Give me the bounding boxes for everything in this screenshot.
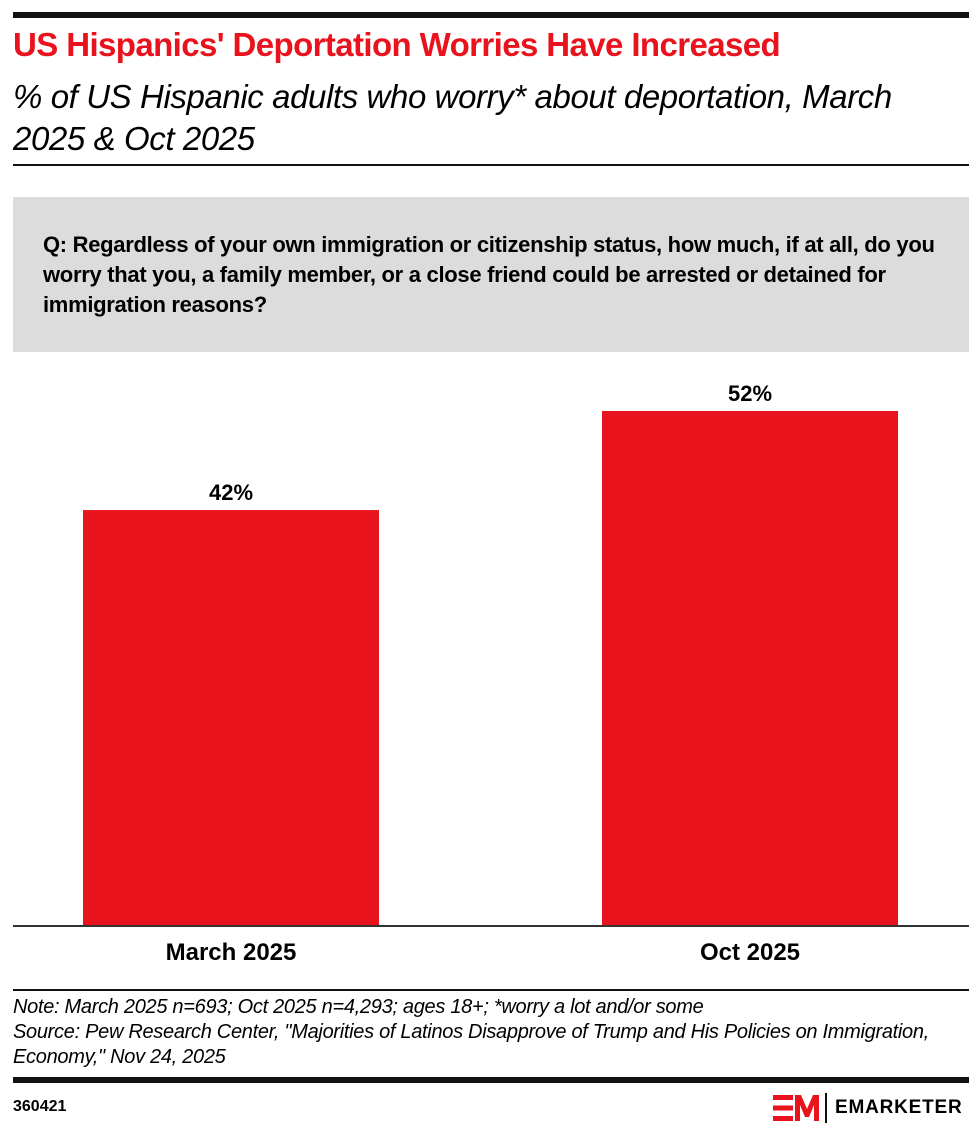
question-box: Q: Regardless of your own immigration or…: [13, 197, 969, 352]
footnote: Note: March 2025 n=693; Oct 2025 n=4,293…: [13, 995, 963, 1070]
data-label: 42%: [209, 480, 253, 505]
bar-oct-2025: [602, 411, 898, 926]
top-rule: [13, 12, 969, 18]
source-text: Source: Pew Research Center, "Majorities…: [13, 1021, 929, 1068]
x-tick-label: March 2025: [166, 939, 297, 966]
footer-divider: [13, 989, 969, 991]
title-divider: [13, 164, 969, 166]
logo-separator: [825, 1093, 827, 1123]
chart-id: 360421: [13, 1098, 67, 1115]
note-text: Note: March 2025 n=693; Oct 2025 n=4,293…: [13, 996, 704, 1018]
x-tick-label: Oct 2025: [700, 939, 800, 966]
bar-chart: 42% March 2025 52% Oct 2025: [13, 381, 969, 966]
chart-subtitle: % of US Hispanic adults who worry* about…: [13, 78, 892, 157]
emarketer-logo[interactable]: EMARKETER: [773, 1093, 963, 1123]
question-text: Q: Regardless of your own immigration or…: [43, 232, 935, 317]
bottom-rule: [13, 1077, 969, 1083]
data-label: 52%: [728, 381, 772, 406]
bar-march-2025: [83, 510, 379, 926]
em-logo-icon: [773, 1095, 819, 1121]
chart-title: US Hispanics' Deportation Worries Have I…: [13, 26, 781, 63]
brand-name: EMARKETER: [835, 1097, 963, 1118]
